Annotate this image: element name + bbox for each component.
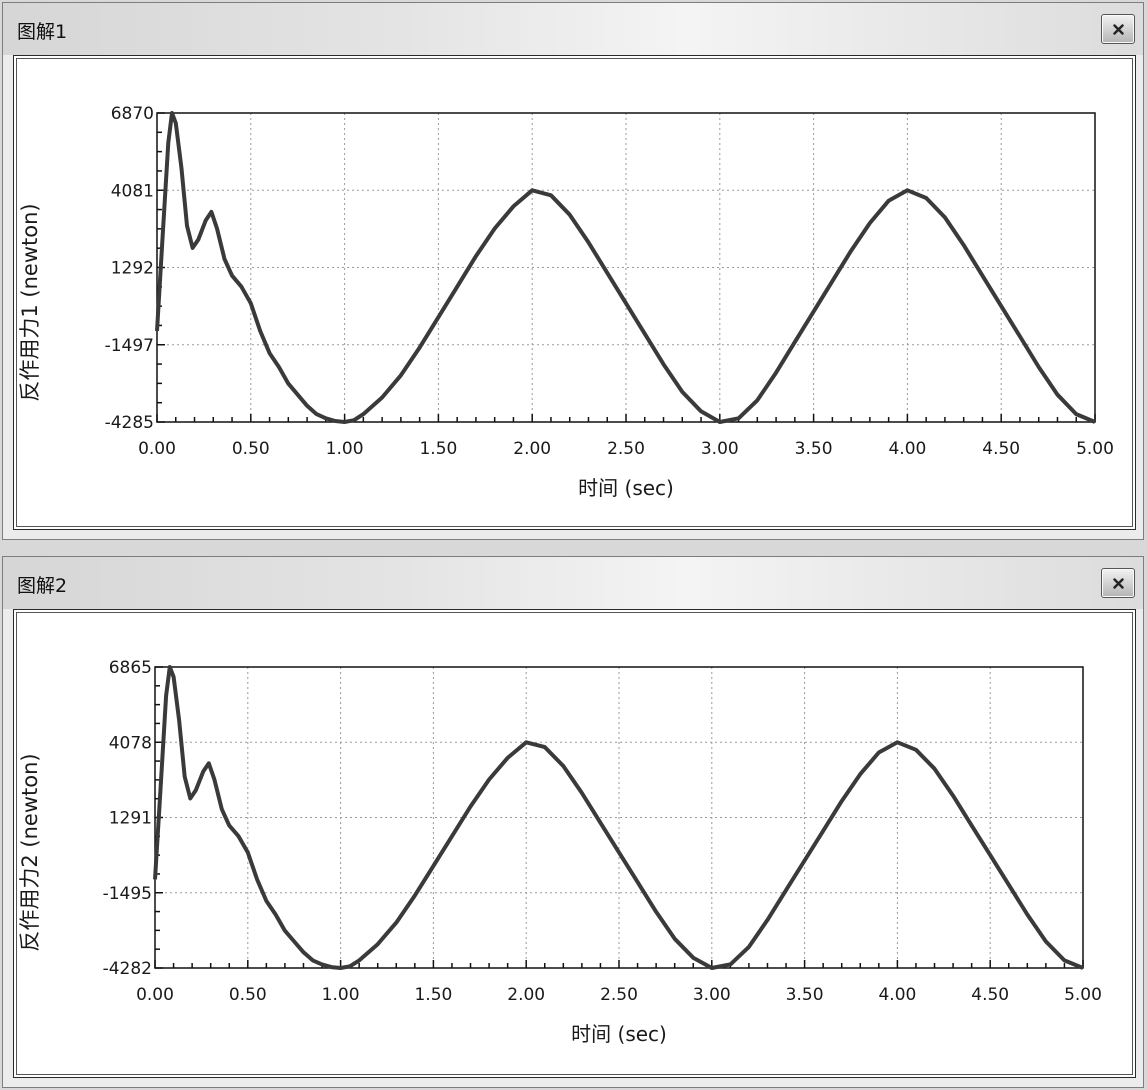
- line-chart-1: 6870 4081 1292 -1497 -4285 0.00 0.50 1.00 1.50 2…: [18, 104, 1114, 500]
- y-tick-label: 6870: [111, 104, 154, 124]
- line-chart-2: 6865 4078 1291 -1495 -4282 0.00 0.50 1.00 1.50 2…: [18, 658, 1102, 1046]
- close-button[interactable]: x: [1101, 14, 1135, 44]
- x-tick-label: 4.50: [971, 985, 1009, 1005]
- window-titlebar[interactable]: 图解1 x: [3, 3, 1143, 55]
- x-tick-label: 3.50: [786, 985, 824, 1005]
- y-tick-label: -1497: [105, 336, 154, 356]
- x-tick-label: 4.50: [982, 439, 1020, 459]
- x-tick-label: 2.50: [600, 985, 638, 1005]
- x-tick-label: 2.00: [507, 985, 545, 1005]
- x-tick-label: 5.00: [1064, 985, 1102, 1005]
- y-tick-label: -1495: [103, 884, 152, 904]
- window-title: 图解2: [17, 575, 68, 597]
- y-tick-label: 1292: [111, 259, 154, 279]
- chart-window-2: 图解2 x 6865 4078 1291 -1495 -4282 0.00 0.50 1.0…: [2, 556, 1144, 1088]
- x-tick-label: 2.50: [607, 439, 645, 459]
- x-tick-label: 1.50: [419, 439, 457, 459]
- plot-area: 6870 4081 1292 -1497 -4285 0.00 0.50 1.00 1.50 2…: [13, 55, 1136, 530]
- chart-window-1: 图解1 x 6870 4081 1292 -1497 -4285 0.00 0.50 1.0…: [2, 2, 1144, 540]
- window-titlebar[interactable]: 图解2 x: [3, 557, 1143, 609]
- y-tick-label: 6865: [109, 658, 152, 678]
- y-tick-label: -4285: [105, 413, 154, 433]
- y-axis-label: 反作用力2 (newton): [18, 753, 42, 951]
- x-tick-label: 3.50: [795, 439, 833, 459]
- x-tick-label: 2.00: [513, 439, 551, 459]
- y-tick-label: 1291: [109, 809, 152, 829]
- close-button[interactable]: x: [1101, 568, 1135, 598]
- x-tick-label: 1.00: [322, 985, 360, 1005]
- series-line: [155, 111, 1096, 424]
- x-tick-label: 4.00: [888, 439, 926, 459]
- y-tick-label: 4081: [111, 181, 154, 201]
- x-axis-label: 时间 (sec): [571, 1022, 667, 1046]
- y-tick-label: 4078: [109, 733, 152, 753]
- series-line: [153, 665, 1084, 970]
- x-tick-label: 0.00: [136, 985, 174, 1005]
- y-tick-label: -4282: [103, 959, 152, 979]
- plot-area: 6865 4078 1291 -1495 -4282 0.00 0.50 1.00 1.50 2…: [13, 609, 1136, 1078]
- close-icon: [1113, 578, 1124, 589]
- x-tick-label: 0.50: [232, 439, 270, 459]
- x-tick-label: 0.50: [229, 985, 267, 1005]
- x-tick-label: 1.00: [326, 439, 364, 459]
- x-axis-label: 时间 (sec): [578, 476, 674, 500]
- close-icon: [1113, 24, 1124, 35]
- x-tick-label: 3.00: [701, 439, 739, 459]
- x-tick-label: 1.50: [414, 985, 452, 1005]
- x-tick-label: 5.00: [1076, 439, 1114, 459]
- x-tick-label: 0.00: [138, 439, 176, 459]
- x-tick-label: 3.00: [693, 985, 731, 1005]
- window-title: 图解1: [17, 21, 68, 43]
- y-axis-label: 反作用力1 (newton): [18, 203, 42, 401]
- x-tick-label: 4.00: [878, 985, 916, 1005]
